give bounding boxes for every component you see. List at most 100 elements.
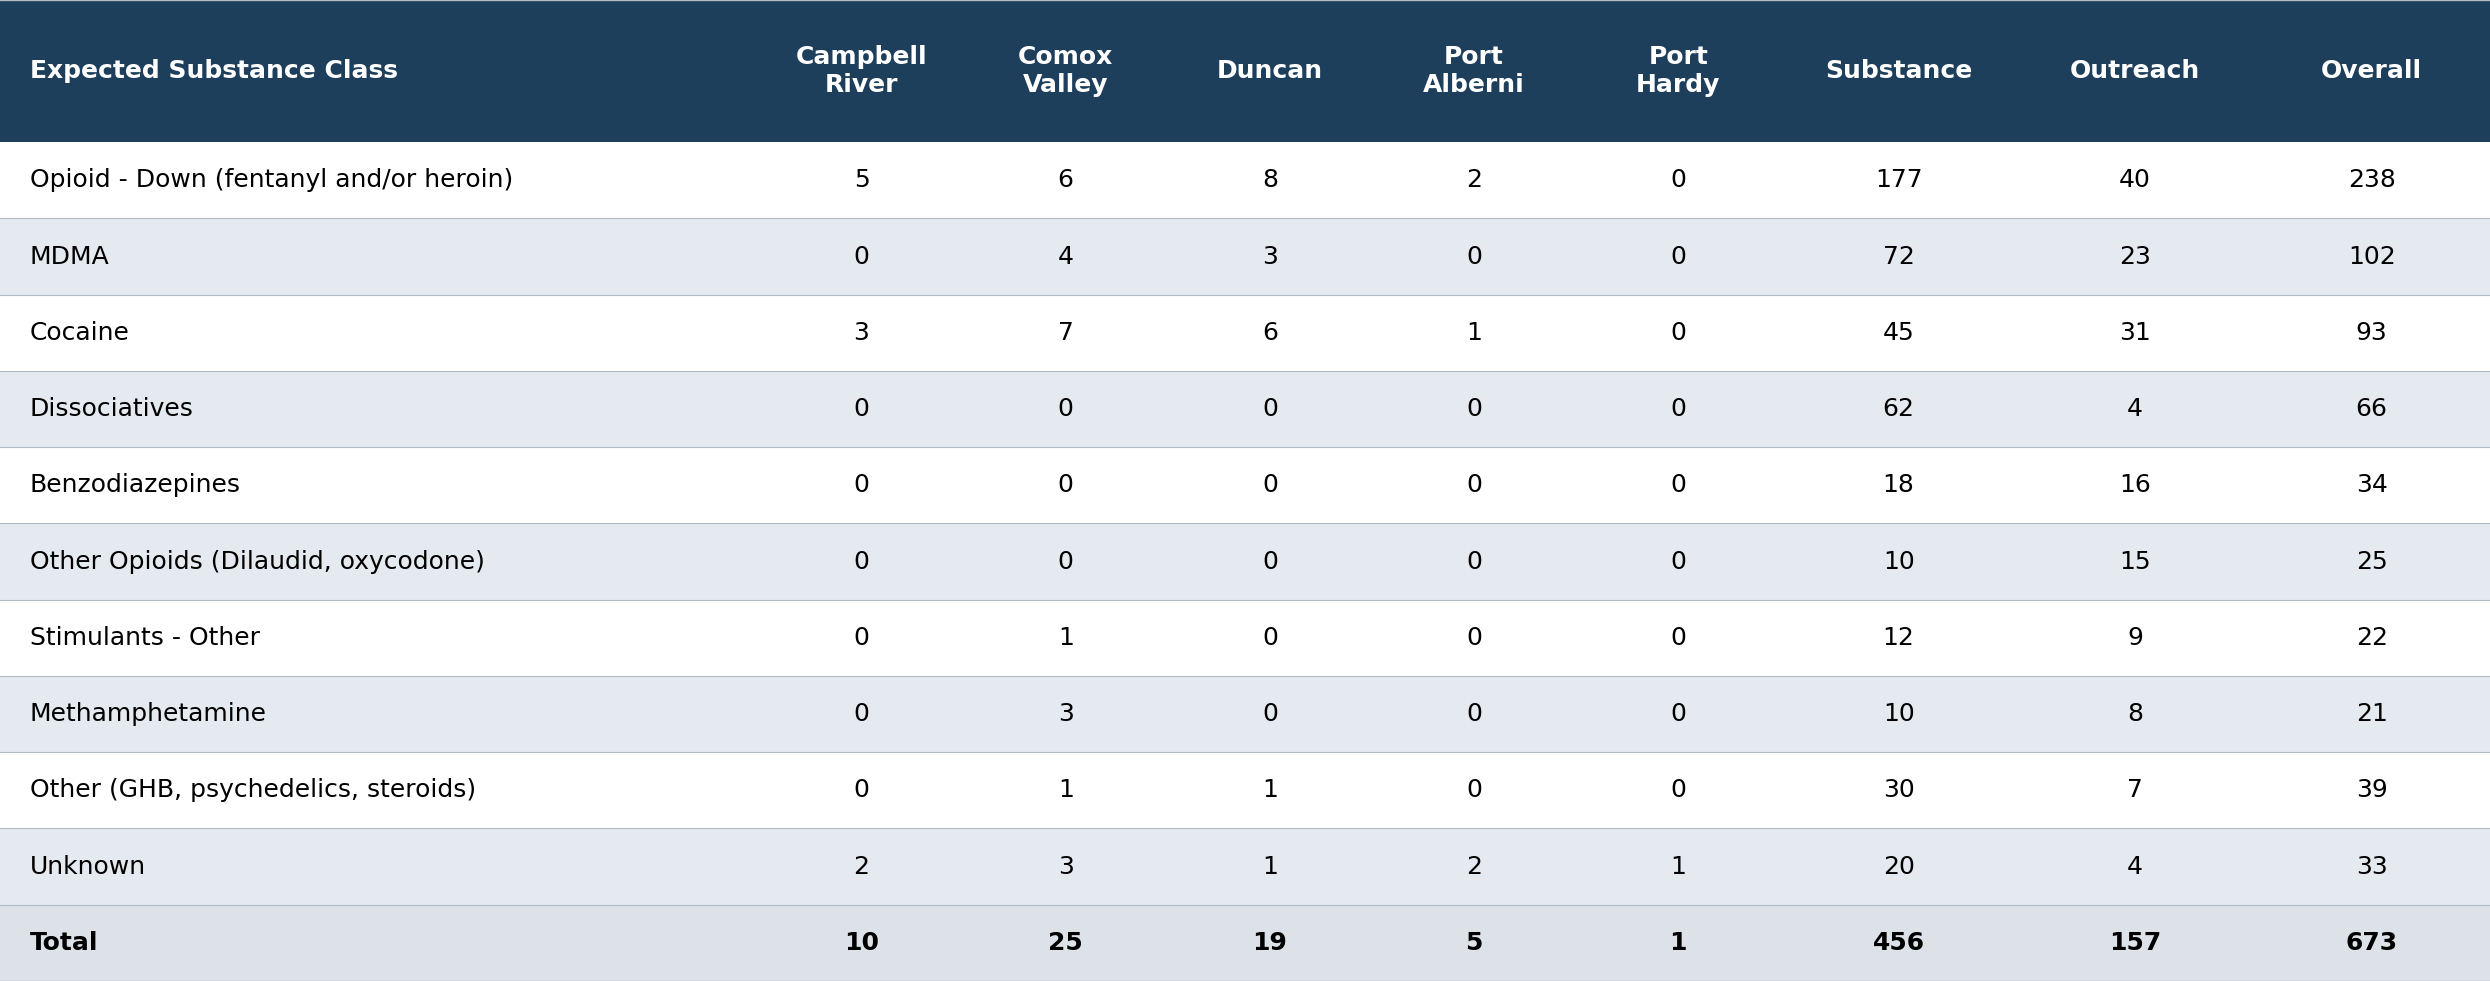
Bar (0, 904, 2490, 981)
Text: 0: 0 (854, 702, 869, 726)
Text: Expected Substance Class: Expected Substance Class (30, 59, 398, 83)
Text: Stimulants - Other: Stimulants - Other (30, 626, 259, 649)
Text: 6: 6 (1058, 169, 1073, 192)
Text: 1: 1 (1671, 854, 1686, 879)
Text: Cocaine: Cocaine (30, 321, 129, 345)
Bar (0, 599, 2490, 676)
Text: 39: 39 (2356, 778, 2388, 802)
Text: 33: 33 (2356, 854, 2388, 879)
Text: 1: 1 (1058, 626, 1073, 649)
Text: 5: 5 (1467, 931, 1482, 955)
Text: Benzodiazepines: Benzodiazepines (30, 474, 242, 497)
Text: 0: 0 (1671, 169, 1686, 192)
Text: Other (GHB, psychedelics, steroids): Other (GHB, psychedelics, steroids) (30, 778, 476, 802)
Text: 34: 34 (2356, 474, 2388, 497)
Text: 0: 0 (1671, 549, 1686, 574)
Text: Unknown: Unknown (30, 854, 147, 879)
Text: Comox
Valley: Comox Valley (1018, 45, 1113, 97)
Text: 3: 3 (1058, 702, 1073, 726)
Text: 0: 0 (1671, 321, 1686, 345)
Text: 21: 21 (2356, 702, 2388, 726)
Text: Campbell
River: Campbell River (797, 45, 926, 97)
Text: 12: 12 (1882, 626, 1915, 649)
Text: 10: 10 (1882, 702, 1915, 726)
Text: 238: 238 (2348, 169, 2395, 192)
Text: Port
Hardy: Port Hardy (1636, 45, 1721, 97)
Text: 45: 45 (1882, 321, 1915, 345)
Text: 0: 0 (1671, 626, 1686, 649)
Text: 8: 8 (1262, 169, 1277, 192)
Text: 0: 0 (1467, 549, 1482, 574)
Text: 66: 66 (2356, 397, 2388, 421)
Text: 16: 16 (2119, 474, 2151, 497)
Bar (0, 142, 2490, 219)
Text: 0: 0 (1262, 397, 1277, 421)
Text: 7: 7 (2126, 778, 2144, 802)
Text: 1: 1 (1467, 321, 1482, 345)
Text: 18: 18 (1882, 474, 1915, 497)
Bar (0, 219, 2490, 294)
Text: 0: 0 (854, 474, 869, 497)
Text: 0: 0 (1467, 474, 1482, 497)
Text: 0: 0 (854, 778, 869, 802)
Text: 4: 4 (1058, 244, 1073, 269)
Text: Outreach: Outreach (2069, 59, 2201, 83)
Text: 177: 177 (1875, 169, 1922, 192)
Text: 0: 0 (1262, 626, 1277, 649)
Text: 25: 25 (1048, 931, 1083, 955)
Text: 9: 9 (2126, 626, 2144, 649)
Bar (0, 371, 2490, 447)
Text: 31: 31 (2119, 321, 2151, 345)
Text: 0: 0 (1671, 474, 1686, 497)
Text: 1: 1 (1058, 778, 1073, 802)
Text: 4: 4 (2126, 397, 2144, 421)
Text: 2: 2 (1467, 854, 1482, 879)
Bar (0, 829, 2490, 904)
Text: Port
Alberni: Port Alberni (1424, 45, 1524, 97)
Text: 10: 10 (1882, 549, 1915, 574)
Text: MDMA: MDMA (30, 244, 110, 269)
Text: Total: Total (30, 931, 100, 955)
Text: 0: 0 (1467, 702, 1482, 726)
Text: 0: 0 (1671, 244, 1686, 269)
Text: 3: 3 (1262, 244, 1277, 269)
Text: 1: 1 (1668, 931, 1688, 955)
Text: 72: 72 (1882, 244, 1915, 269)
Text: 0: 0 (1467, 626, 1482, 649)
Text: 6: 6 (1262, 321, 1277, 345)
Text: 0: 0 (854, 549, 869, 574)
Text: 0: 0 (1262, 549, 1277, 574)
Text: 25: 25 (2356, 549, 2388, 574)
Text: 40: 40 (2119, 169, 2151, 192)
Text: 3: 3 (1058, 854, 1073, 879)
Text: 5: 5 (854, 169, 869, 192)
Bar (0, 752, 2490, 829)
Text: 20: 20 (1882, 854, 1915, 879)
Bar (0, 294, 2490, 371)
Text: 7: 7 (1058, 321, 1073, 345)
Text: 62: 62 (1882, 397, 1915, 421)
Text: 0: 0 (1058, 474, 1073, 497)
Text: 8: 8 (2126, 702, 2144, 726)
Text: 0: 0 (1467, 244, 1482, 269)
Text: 2: 2 (854, 854, 869, 879)
Text: 0: 0 (1262, 702, 1277, 726)
Text: 0: 0 (854, 397, 869, 421)
Text: 0: 0 (1058, 397, 1073, 421)
Text: 23: 23 (2119, 244, 2151, 269)
Text: 0: 0 (1262, 474, 1277, 497)
Text: 2: 2 (1467, 169, 1482, 192)
Bar (0, 447, 2490, 524)
Text: 19: 19 (1252, 931, 1287, 955)
Text: 102: 102 (2348, 244, 2395, 269)
Text: 673: 673 (2346, 931, 2398, 955)
Text: 1: 1 (1262, 778, 1277, 802)
Text: 15: 15 (2119, 549, 2151, 574)
Text: 0: 0 (1467, 778, 1482, 802)
Bar (0, 0, 2490, 142)
Text: 22: 22 (2356, 626, 2388, 649)
Text: 0: 0 (1058, 549, 1073, 574)
Bar (0, 524, 2490, 599)
Text: 456: 456 (1872, 931, 1925, 955)
Text: 4: 4 (2126, 854, 2144, 879)
